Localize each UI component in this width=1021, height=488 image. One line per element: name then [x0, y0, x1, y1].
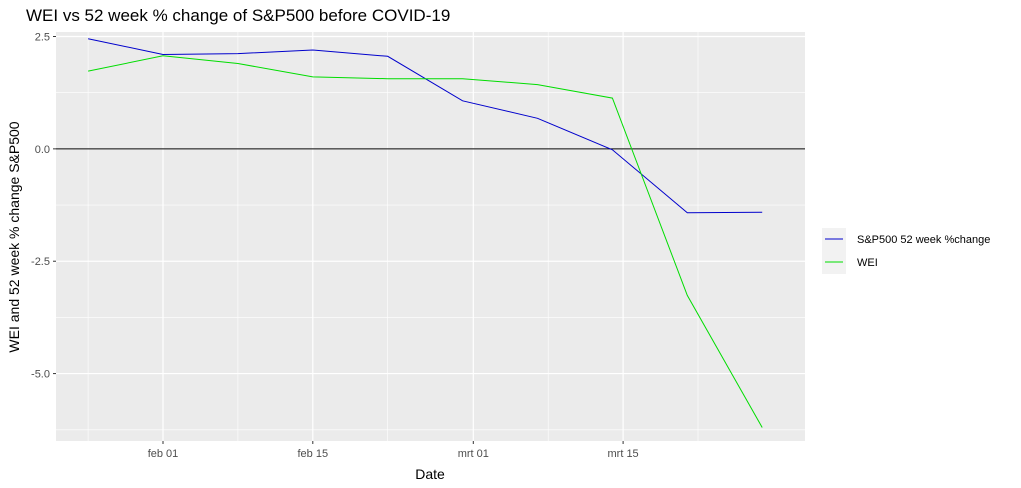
y-tick-label: 0.0 [35, 144, 50, 156]
x-tick-label: feb 15 [298, 448, 329, 460]
x-tick-label: mrt 01 [458, 448, 489, 460]
y-tick-label: -5.0 [31, 369, 50, 381]
x-tick-label: feb 01 [148, 448, 179, 460]
legend: S&P500 52 week %change WEI [822, 228, 990, 274]
chart-title: WEI vs 52 week % change of S&P500 before… [26, 6, 450, 25]
y-tick-label: -2.5 [31, 256, 50, 268]
x-axis: feb 01 feb 15 mrt 01 mrt 15 [148, 441, 639, 460]
series-line-wei [87, 55, 763, 428]
y-tick-label: 2.5 [35, 31, 50, 43]
grid-layer [56, 32, 805, 441]
series-layer [87, 38, 763, 428]
y-axis: 2.5 0.0 -2.5 -5.0 [31, 31, 56, 381]
x-axis-title: Date [415, 466, 445, 482]
x-tick-label: mrt 15 [608, 448, 639, 460]
y-axis-title: WEI and 52 week % change S&P500 [6, 121, 22, 352]
legend-label: WEI [857, 257, 878, 269]
legend-label: S&P500 52 week %change [857, 234, 990, 246]
plot-panel [56, 32, 805, 441]
